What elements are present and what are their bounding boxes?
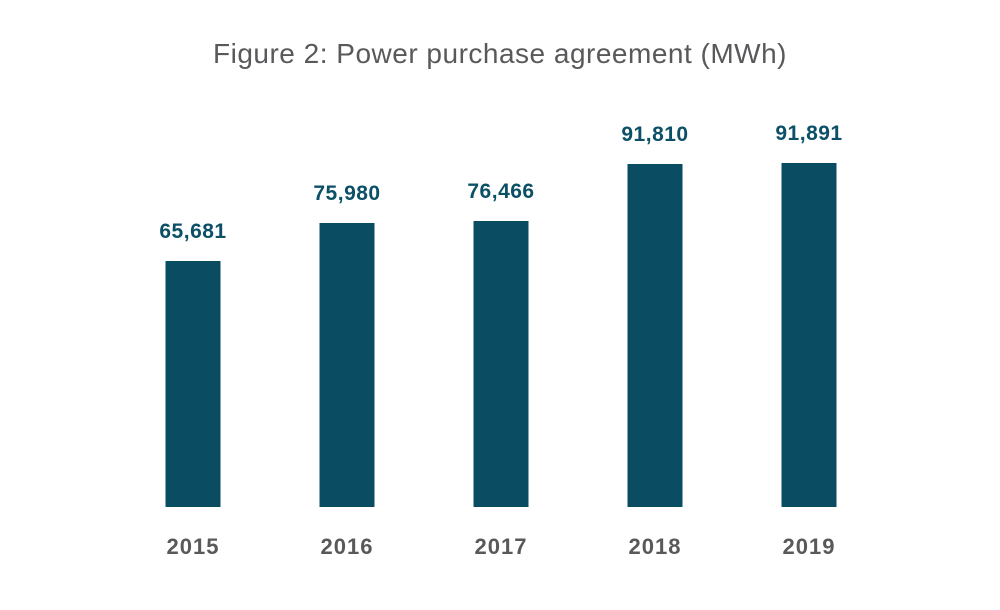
bar-column-2015: 65,681 2015	[123, 0, 263, 610]
bar	[319, 223, 375, 507]
bar	[781, 163, 837, 507]
x-axis-tick-label: 2015	[166, 534, 220, 559]
bar-column-2016: 75,980 2016	[277, 0, 417, 610]
bar	[473, 221, 529, 507]
x-axis-tick-label: 2016	[320, 534, 374, 559]
bar-column-2019: 91,891 2019	[739, 0, 879, 610]
x-axis-tick-label: 2019	[782, 534, 836, 559]
x-axis-tick-label: 2017	[474, 534, 528, 559]
value-label: 91,810	[621, 123, 689, 146]
chart-title: Figure 2: Power purchase agreement (MWh)	[213, 38, 787, 69]
value-label: 76,466	[467, 180, 535, 203]
value-label: 75,980	[313, 182, 381, 205]
bar-column-2017: 76,466 2017	[431, 0, 571, 610]
bar-column-2018: 91,810 2018	[585, 0, 725, 610]
value-label: 65,681	[159, 220, 227, 243]
value-label: 91,891	[775, 122, 843, 145]
bar	[627, 164, 683, 507]
x-axis-tick-label: 2018	[628, 534, 682, 559]
bar	[165, 261, 221, 507]
